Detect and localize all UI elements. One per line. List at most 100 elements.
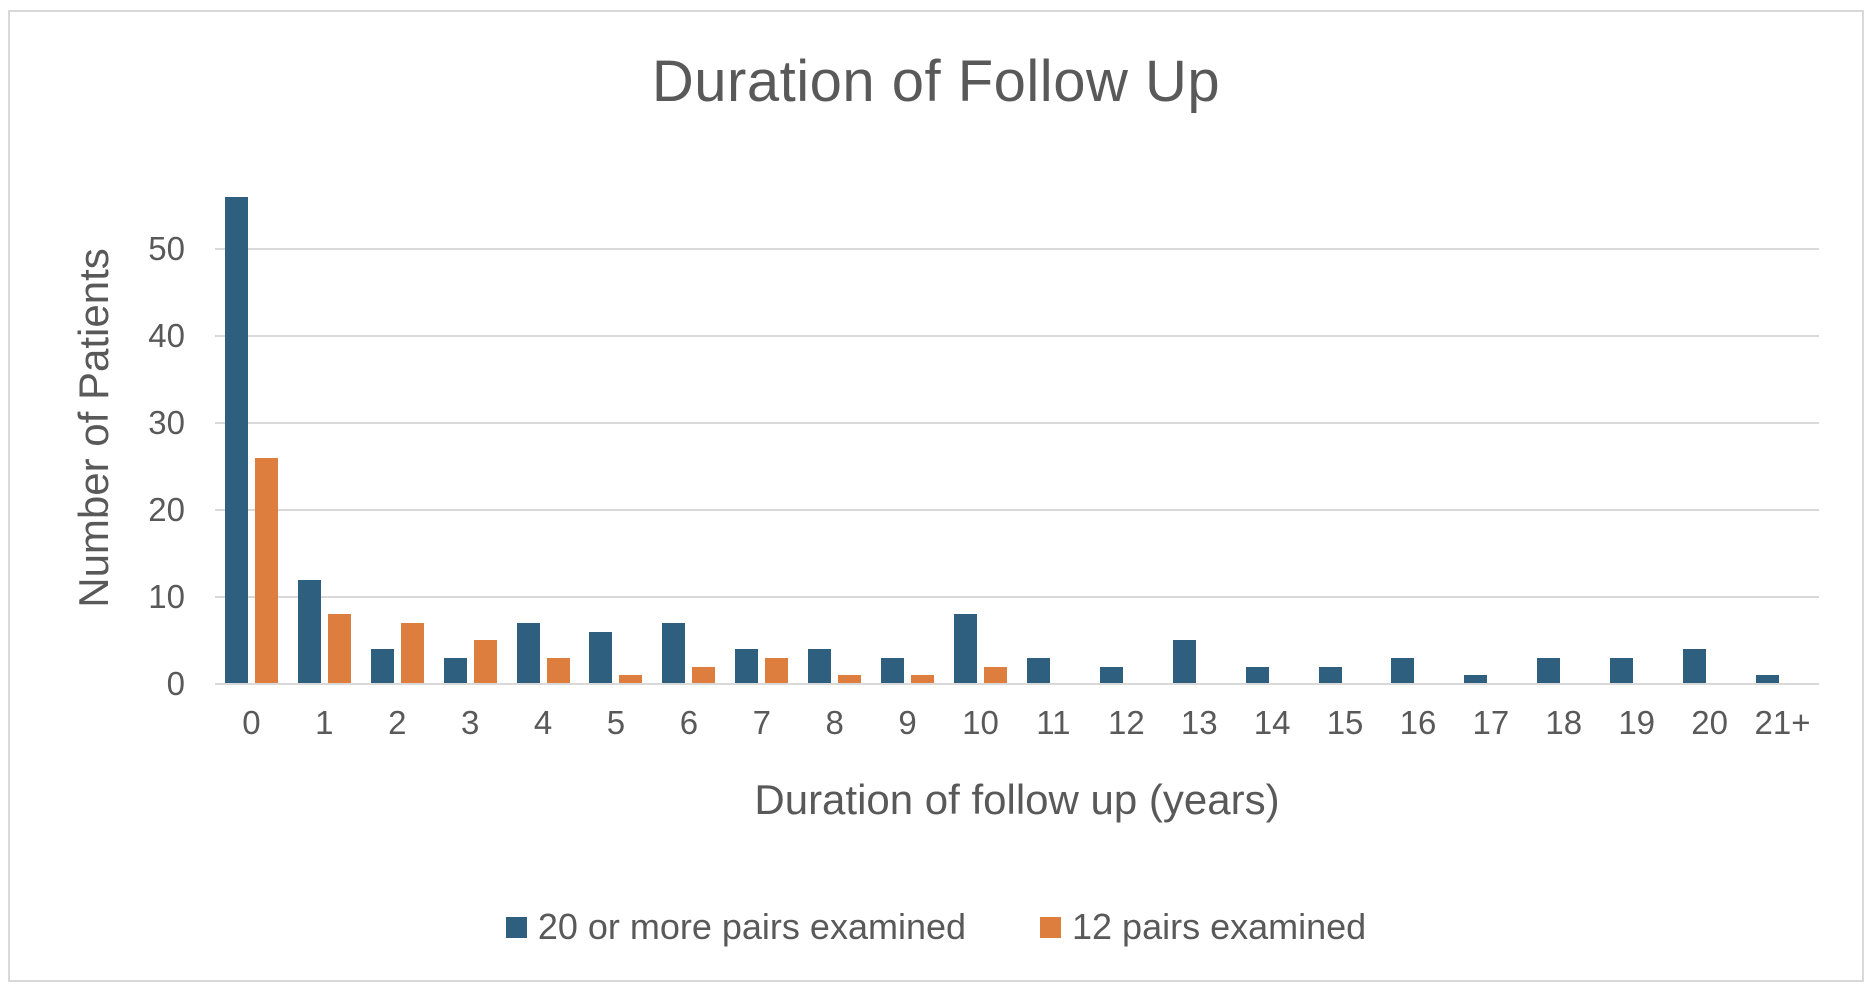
category-group-10 [944, 162, 1017, 684]
x-tick-label-5: 5 [606, 704, 626, 741]
category-group-20 [1673, 162, 1746, 684]
bar-series-1-x-20 [1683, 649, 1707, 684]
y-axis-tick-labels: 0 10 20 30 40 50 [73, 162, 185, 702]
bar-series-1-x-13 [1172, 640, 1196, 684]
legend-label-series-2: 12 pairs examined [1072, 906, 1367, 947]
category-group-9 [871, 162, 944, 684]
bar-series-1-x-16 [1391, 658, 1415, 684]
legend-label-series-1: 20 or more pairs examined [537, 906, 967, 947]
bar-series-2-x-2 [400, 623, 424, 684]
bar-series-1-x-6 [662, 623, 686, 684]
x-tick-label-6: 6 [679, 704, 699, 741]
bar-series-1-x-9 [881, 658, 905, 684]
y-tick-label-50: 50 [148, 230, 185, 267]
bar-series-1-x-7 [735, 649, 759, 684]
bar-series-1-x-18 [1537, 658, 1561, 684]
legend-item-series-2: 12 pairs examined [1040, 906, 1366, 948]
category-group-2 [361, 162, 434, 684]
bar-series-1-x-10 [954, 614, 978, 684]
bar-series-2-x-1 [327, 614, 351, 684]
gridline-y-30 [215, 422, 1819, 424]
bar-series-1-x-14 [1245, 667, 1269, 684]
y-tick-label-30: 30 [148, 404, 185, 441]
y-tick-label-10: 10 [148, 578, 185, 615]
bar-series-1-x-21+ [1755, 675, 1779, 684]
category-group-21+ [1746, 162, 1819, 684]
gridline-y-40 [215, 335, 1819, 337]
series-2-marker-icon [1040, 916, 1062, 938]
x-tick-label-2: 2 [388, 704, 407, 741]
chart-frame: Duration of Follow Up Number of Patients… [8, 10, 1864, 982]
category-group-13 [1163, 162, 1236, 684]
bar-series-1-x-1 [297, 580, 321, 684]
bar-series-2-x-5 [619, 675, 643, 684]
bar-series-2-x-7 [765, 658, 789, 684]
legend: 20 or more pairs examined 12 pairs exami… [10, 906, 1862, 948]
category-group-17 [1454, 162, 1527, 684]
y-tick-label-40: 40 [148, 317, 185, 354]
bars-row [215, 162, 1819, 684]
chart-title: Duration of Follow Up [651, 49, 1221, 114]
x-tick-label-19: 19 [1618, 704, 1656, 741]
bar-series-1-x-15 [1318, 667, 1342, 684]
category-group-5 [580, 162, 653, 684]
bar-series-1-x-17 [1464, 675, 1488, 684]
category-group-4 [507, 162, 580, 684]
x-tick-label-12: 12 [1107, 704, 1145, 741]
category-group-3 [434, 162, 507, 684]
x-tick-label-0: 0 [242, 704, 261, 741]
bar-series-1-x-12 [1099, 667, 1123, 684]
category-group-11 [1017, 162, 1090, 684]
bar-series-2-x-8 [838, 675, 862, 684]
gridline-y-10 [215, 596, 1819, 598]
x-axis-tick-labels: 0 1 2 3 4 5 6 7 8 9 10 11 12 13 14 15 16 17 18 19 20 21+ [215, 704, 1819, 742]
x-tick-label-13: 13 [1180, 704, 1218, 741]
bar-series-1-x-0 [224, 197, 248, 684]
x-tick-label-16: 16 [1399, 704, 1437, 741]
category-group-19 [1600, 162, 1673, 684]
y-tick-label-20: 20 [148, 491, 185, 528]
x-tick-label-18: 18 [1545, 704, 1583, 741]
category-group-1 [288, 162, 361, 684]
category-group-6 [652, 162, 725, 684]
x-tick-label-1: 1 [315, 704, 334, 741]
bar-series-2-x-0 [254, 458, 278, 684]
x-tick-label-3: 3 [460, 704, 480, 741]
x-tick-label-9: 9 [898, 704, 917, 741]
bar-series-1-x-11 [1026, 658, 1050, 684]
bar-series-1-x-3 [443, 658, 467, 684]
x-tick-label-7: 7 [752, 704, 771, 741]
bar-series-1-x-8 [808, 649, 832, 684]
series-1-marker-icon [505, 916, 527, 938]
x-tick-label-14: 14 [1253, 704, 1291, 741]
bar-series-2-x-6 [692, 667, 716, 684]
x-tick-label-15: 15 [1326, 704, 1364, 741]
category-group-7 [725, 162, 798, 684]
plot-area [215, 162, 1819, 685]
category-group-18 [1527, 162, 1600, 684]
bar-series-1-x-4 [516, 623, 540, 684]
x-tick-label-11: 11 [1036, 704, 1071, 741]
bar-series-2-x-4 [546, 658, 570, 684]
x-axis-title: Duration of follow up (years) [754, 776, 1280, 823]
gridline-y-20 [215, 509, 1819, 511]
legend-item-series-1: 20 or more pairs examined [505, 906, 967, 948]
category-group-14 [1236, 162, 1309, 684]
category-group-12 [1090, 162, 1163, 684]
x-tick-label-20: 20 [1691, 704, 1728, 741]
bar-series-1-x-5 [589, 632, 613, 684]
x-tick-label-17: 17 [1472, 704, 1510, 741]
bar-series-1-x-19 [1610, 658, 1634, 684]
category-group-0 [215, 162, 288, 684]
category-group-16 [1382, 162, 1455, 684]
bar-series-2-x-3 [473, 640, 497, 684]
category-group-8 [798, 162, 871, 684]
gridline-y-50 [215, 248, 1819, 250]
x-axis-line [215, 683, 1819, 685]
category-group-15 [1309, 162, 1382, 684]
x-tick-label-10: 10 [962, 704, 999, 741]
x-tick-label-4: 4 [533, 704, 553, 741]
bar-series-1-x-2 [370, 649, 394, 684]
y-tick-label-0: 0 [166, 665, 185, 702]
x-tick-label-8: 8 [825, 704, 844, 741]
